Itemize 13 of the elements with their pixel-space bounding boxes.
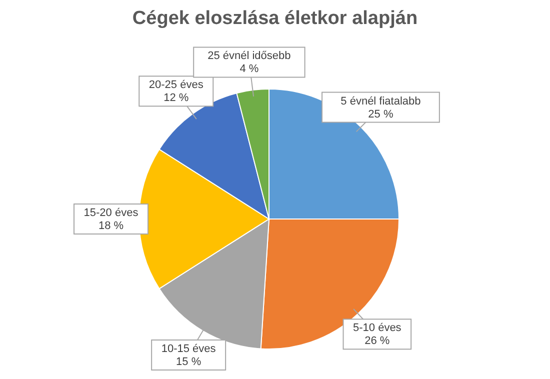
slice-label: 20-25 éves <box>148 79 204 92</box>
slice-label: 15-20 éves <box>84 207 139 219</box>
chart-title: Cégek eloszlása életkor alapján <box>131 8 419 30</box>
data-label: 4 % <box>240 63 259 76</box>
data-label: 15 % <box>176 356 202 368</box>
slice-label: 5 évnél fiatalabb <box>340 95 421 108</box>
data-label: 25 % <box>368 108 394 120</box>
slice-label: 5-10 éves <box>353 322 402 334</box>
data-label: 18 % <box>98 220 124 232</box>
slice-label: 25 évnél idősebb <box>208 50 291 62</box>
slice-label: 10-15 éves <box>161 342 216 355</box>
data-label: 12 % <box>164 92 189 104</box>
data-label: 26 % <box>364 335 390 348</box>
